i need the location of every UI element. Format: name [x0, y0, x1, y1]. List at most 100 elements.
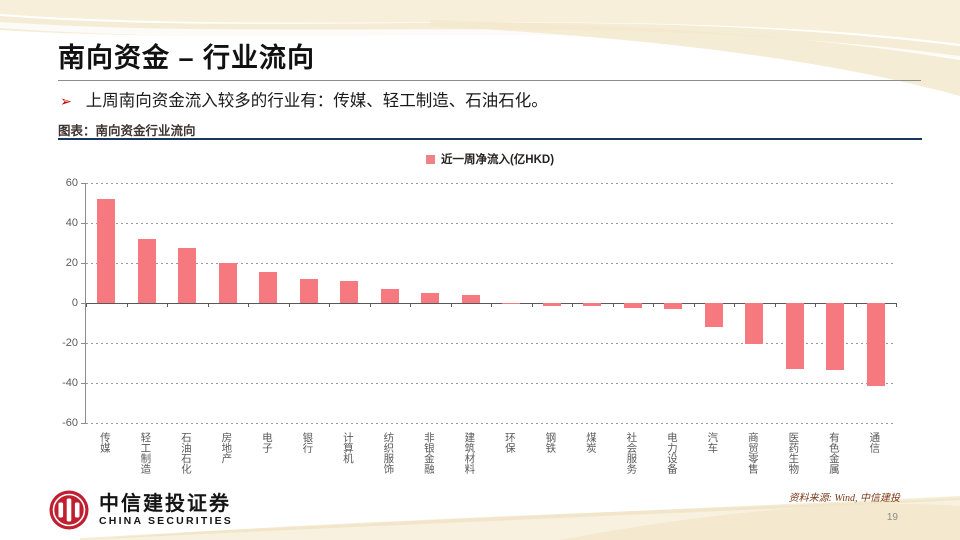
x-axis-tick: [86, 303, 87, 307]
x-axis-tick: [207, 303, 209, 307]
y-axis-tick: [81, 343, 86, 344]
y-axis-tick: [81, 263, 86, 264]
bar-有色金属: [826, 303, 845, 370]
x-category-label: 纺织服饰: [382, 432, 395, 474]
x-category-label: 汽车: [706, 432, 719, 453]
gridline: [86, 263, 896, 264]
x-axis-tick: [167, 303, 168, 307]
company-logo-text: 中信建投证券 CHINA SECURITIES: [99, 493, 233, 528]
bar-纺织服饰: [380, 289, 399, 303]
x-axis-tick: [734, 303, 735, 307]
bar-石油石化: [178, 248, 197, 303]
bar-建筑材料: [461, 295, 480, 303]
x-axis-tick: [653, 303, 654, 307]
x-category-label: 商贸零售: [746, 432, 759, 474]
x-category-label: 煤炭: [584, 432, 597, 453]
bar-通信: [866, 303, 885, 386]
bullet-arrow-icon: ➢: [60, 93, 72, 109]
x-axis-tick: [896, 303, 897, 307]
data-source-note: 资料来源: Wind, 中信建投: [788, 493, 900, 504]
chart-legend: 近一周净流入(亿HKD): [85, 151, 895, 167]
y-tick-label: -60: [62, 417, 78, 429]
page-title: 南向资金 – 行业流向: [58, 43, 316, 73]
gridline: [86, 183, 896, 184]
gridline: [86, 423, 896, 424]
x-axis-tick: [288, 303, 290, 307]
bar-医药生物: [785, 303, 804, 369]
x-axis-tick: [450, 303, 452, 307]
x-category-label: 社会服务: [625, 432, 638, 474]
bar-chart-plot-area: [81, 183, 897, 424]
y-axis-labels: 60 40 20 0 -20 -40 -60: [38, 177, 78, 429]
x-category-label: 有色金属: [827, 432, 840, 474]
bullet-text: 上周南向资金流入较多的行业有：传媒、轻工制造、石油石化。: [85, 92, 548, 110]
x-category-label: 非银金融: [422, 432, 435, 474]
x-category-label: 房地产: [220, 432, 233, 464]
caption-divider-line: [58, 138, 922, 140]
y-tick-label: 20: [65, 257, 78, 269]
bar-传媒: [97, 199, 116, 303]
x-axis-tick: [369, 303, 371, 307]
title-divider-line: [58, 80, 921, 81]
y-tick-label: -20: [62, 337, 78, 349]
company-name-en: CHINA SECURITIES: [99, 514, 233, 527]
x-category-label: 医药生物: [787, 432, 800, 474]
x-axis-tick: [612, 303, 614, 307]
legend-color-swatch: [425, 154, 435, 164]
bar-轻工制造: [137, 239, 156, 303]
x-axis-tick: [491, 303, 492, 307]
x-category-label: 建筑材料: [463, 432, 476, 474]
bar-非银金融: [421, 293, 440, 303]
x-category-label: 钢铁: [544, 432, 557, 453]
y-axis-tick: [81, 303, 86, 304]
x-axis-tick: [815, 303, 816, 307]
bullet-row: ➢ 上周南向资金流入较多的行业有：传媒、轻工制造、石油石化。: [60, 90, 920, 112]
company-logo: 中信建投证券 CHINA SECURITIES: [48, 489, 233, 531]
x-category-label: 轻工制造: [139, 432, 152, 474]
x-category-label: 电力设备: [665, 432, 678, 474]
chart-caption: 图表：南向资金行业流向: [58, 124, 196, 138]
x-category-label: 银行: [301, 432, 314, 453]
y-tick-label: 60: [65, 177, 78, 189]
bar-环保: [502, 303, 521, 304]
x-axis-category-labels: 传媒 轻工制造 石油石化 房地产 电子 银行 计算机 纺织服饰 非银金融 建筑材料 环保 钢铁 煤炭 社会…: [85, 432, 895, 500]
y-tick-label: 40: [65, 217, 78, 229]
gridline: [86, 343, 896, 344]
x-axis-tick: [410, 303, 411, 307]
gridline: [86, 223, 896, 224]
citic-emblem-icon: [49, 490, 89, 530]
y-axis-tick: [81, 383, 86, 384]
x-axis-tick: [572, 303, 573, 307]
x-axis-tick: [855, 303, 857, 307]
bar-商贸零售: [745, 303, 764, 344]
x-axis-tick: [693, 303, 695, 307]
x-axis-tick: [126, 303, 128, 307]
y-tick-label: -40: [62, 377, 78, 389]
bar-计算机: [340, 281, 359, 303]
x-axis-tick: [329, 303, 330, 307]
x-axis-tick: [774, 303, 776, 307]
x-category-label: 通信: [868, 432, 881, 453]
bar-钢铁: [542, 303, 561, 306]
page-number: 19: [886, 512, 898, 523]
x-category-label: 石油石化: [179, 432, 192, 474]
bar-汽车: [704, 303, 723, 327]
bar-电子: [259, 272, 278, 303]
y-axis-tick: [81, 183, 86, 184]
bar-社会服务: [623, 303, 642, 308]
company-name-cn: 中信建投证券: [99, 492, 231, 515]
gridline: [86, 383, 896, 384]
x-category-label: 电子: [260, 432, 273, 453]
x-category-label: 计算机: [341, 432, 354, 464]
y-axis-tick: [81, 423, 86, 424]
bar-电力设备: [664, 303, 683, 309]
x-axis-tick: [248, 303, 249, 307]
legend-label: 近一周净流入(亿HKD): [440, 154, 555, 166]
bar-银行: [299, 279, 318, 303]
x-category-label: 环保: [503, 432, 516, 453]
bar-煤炭: [583, 303, 602, 306]
y-tick-label: 0: [71, 297, 78, 309]
x-axis-tick: [531, 303, 533, 307]
y-axis-tick: [81, 223, 86, 224]
